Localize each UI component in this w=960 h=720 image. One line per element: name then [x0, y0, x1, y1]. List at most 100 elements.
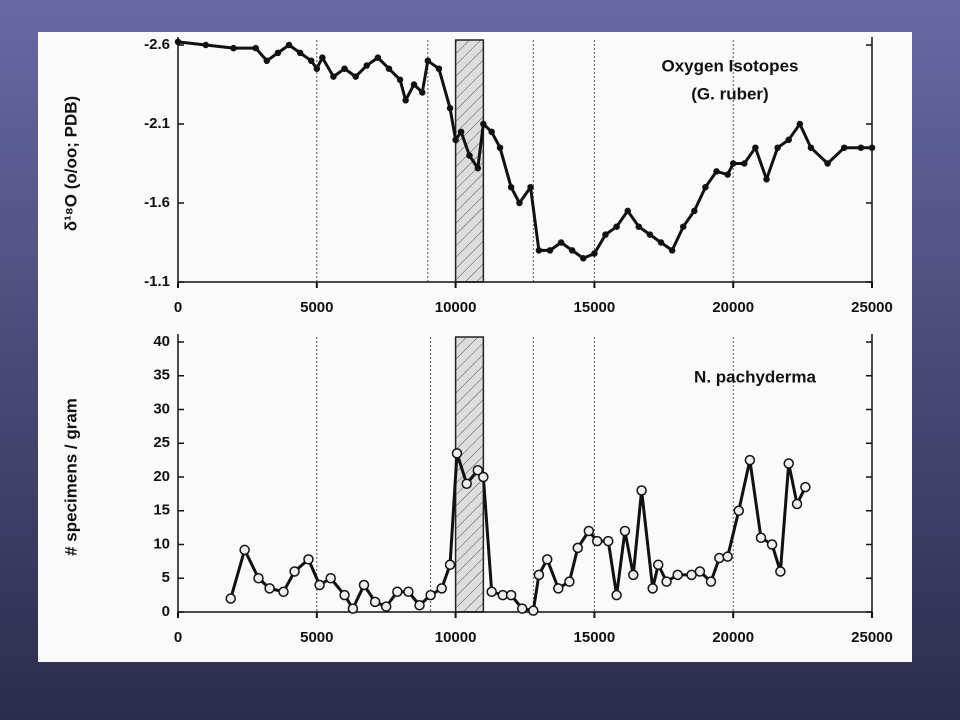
data-point	[652, 559, 664, 570]
chart-subtitle: (G. ruber)	[691, 84, 768, 103]
data-vertex	[507, 183, 515, 191]
data-vertex	[466, 152, 473, 159]
data-vertex	[363, 62, 371, 69]
x-tick-label: 10000	[435, 299, 477, 316]
data-point	[303, 554, 314, 565]
data-point	[766, 539, 778, 550]
data-vertex	[496, 144, 504, 151]
chart-title: Oxygen Isotopes	[662, 56, 799, 75]
data-vertex	[613, 223, 620, 230]
y-tick-label: -1.1	[144, 273, 170, 290]
y-tick-label: -2.1	[144, 115, 170, 132]
data-point	[714, 552, 725, 564]
data-point	[278, 586, 289, 597]
data-point	[436, 583, 447, 594]
data-vertex	[535, 247, 543, 254]
y-axis-label: # specimens / gram	[61, 398, 80, 556]
y-tick-label: 40	[153, 333, 170, 350]
x-tick-label: 5000	[300, 299, 333, 316]
data-vertex	[591, 250, 598, 257]
data-point	[705, 576, 717, 587]
data-point	[611, 589, 622, 601]
chart-title: N. pachyderma	[694, 367, 816, 386]
data-vertex	[341, 65, 348, 72]
data-vertex	[410, 81, 418, 88]
x-tick-label: 0	[174, 629, 182, 646]
data-point	[425, 589, 436, 601]
data-vertex	[741, 160, 748, 167]
data-vertex	[374, 54, 382, 61]
data-vertex	[796, 120, 804, 128]
data-vertex	[488, 128, 495, 136]
data-vertex	[307, 57, 315, 65]
x-tick-label: 25000	[851, 629, 893, 646]
y-tick-label: 15	[153, 502, 170, 519]
data-vertex	[452, 136, 459, 144]
data-vertex	[568, 247, 576, 254]
data-point	[564, 576, 575, 587]
data-point	[628, 569, 639, 581]
data-vertex	[457, 128, 465, 136]
x-tick-label: 0	[174, 299, 182, 316]
data-vertex	[419, 89, 426, 96]
data-vertex	[424, 57, 432, 65]
data-vertex	[480, 120, 487, 128]
y-tick-label: 30	[153, 400, 170, 417]
data-vertex	[635, 223, 643, 230]
data-vertex	[352, 73, 359, 80]
data-vertex	[679, 223, 687, 230]
x-tick-label: 15000	[574, 629, 616, 646]
data-point	[314, 579, 325, 591]
data-vertex	[263, 57, 271, 65]
data-point	[478, 471, 489, 483]
x-tick-label: 20000	[712, 629, 754, 646]
data-point	[661, 576, 672, 587]
data-point	[603, 535, 614, 547]
data-vertex	[602, 231, 609, 238]
data-point	[339, 589, 350, 601]
data-line	[177, 40, 872, 260]
data-vertex	[785, 136, 792, 144]
data-point	[486, 586, 497, 597]
data-point	[647, 583, 658, 594]
data-vertex	[230, 44, 237, 52]
data-point	[722, 551, 733, 562]
y-tick-label: 5	[162, 569, 170, 586]
data-point	[775, 566, 786, 577]
data-point	[783, 458, 794, 469]
data-point	[528, 605, 539, 616]
y-tick-label: 0	[162, 603, 170, 620]
y-tick-label: -2.6	[144, 36, 170, 53]
data-vertex	[702, 183, 709, 191]
data-vertex	[546, 247, 554, 254]
data-point	[380, 601, 392, 612]
data-point	[253, 573, 264, 584]
data-vertex	[385, 65, 393, 72]
data-vertex	[274, 49, 282, 57]
data-point	[733, 505, 745, 516]
data-line	[229, 451, 807, 613]
y-tick-label: 25	[153, 434, 170, 451]
data-vertex	[396, 76, 404, 84]
data-vertex	[807, 144, 815, 151]
data-vertex	[285, 41, 293, 49]
data-point	[755, 532, 767, 543]
data-vertex	[202, 41, 210, 49]
data-point	[744, 454, 756, 466]
data-vertex	[557, 239, 565, 246]
data-vertex	[296, 49, 304, 57]
data-vertex	[446, 104, 454, 112]
data-vertex	[774, 144, 781, 151]
data-point	[392, 586, 403, 597]
data-point	[264, 583, 275, 594]
data-point	[572, 542, 583, 554]
data-vertex	[724, 171, 731, 178]
data-vertex	[580, 255, 587, 262]
data-point	[414, 600, 425, 611]
data-point	[516, 603, 528, 614]
data-point	[533, 569, 545, 581]
data-vertex	[668, 247, 676, 254]
data-point	[347, 603, 359, 614]
x-tick-label: 5000	[300, 629, 333, 646]
